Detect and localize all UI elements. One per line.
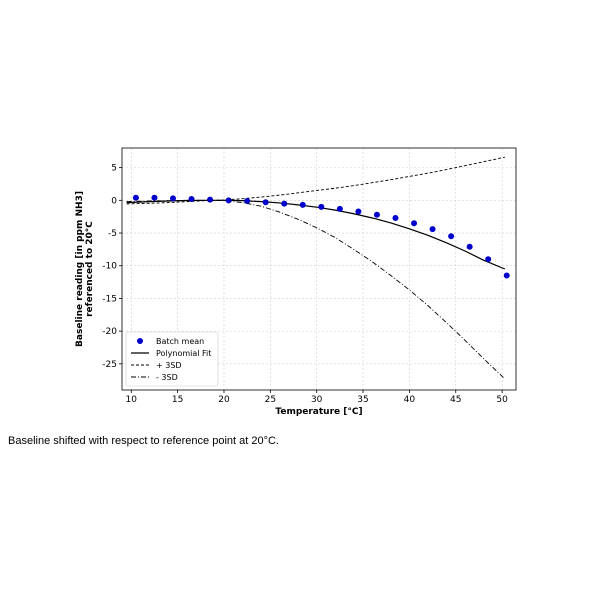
data-point — [336, 205, 343, 212]
data-point — [169, 195, 176, 202]
data-point — [132, 194, 139, 201]
data-point — [448, 233, 455, 240]
x-tick-label: 15 — [172, 395, 183, 405]
data-point — [151, 194, 158, 201]
data-point — [225, 197, 232, 204]
data-point — [355, 208, 362, 215]
legend: Batch mean Polynomial Fit + 3SD - 3SD — [125, 331, 219, 387]
series-line-2 — [126, 156, 505, 205]
figure-caption: Baseline shifted with respect to referen… — [8, 435, 279, 447]
legend-label: - 3SD — [156, 373, 178, 382]
data-point — [503, 272, 510, 279]
y-axis-title-line1: Baseline reading [in ppm NH3] — [75, 191, 85, 347]
legend-label: Batch mean — [156, 337, 204, 346]
x-tick-label: 20 — [218, 395, 230, 405]
data-point — [207, 196, 214, 203]
y-tick-label: -20 — [102, 327, 117, 337]
data-point — [262, 199, 269, 206]
data-point — [411, 220, 418, 227]
x-tick-label: 10 — [126, 395, 138, 405]
y-tick-label: 5 — [111, 164, 117, 174]
series-line-3 — [126, 199, 506, 380]
series-layer — [126, 156, 510, 380]
y-tick-label: -10 — [102, 262, 117, 272]
legend-label: + 3SD — [156, 361, 182, 370]
legend-box — [125, 331, 219, 387]
y-tick-label: 0 — [111, 196, 117, 206]
data-point — [429, 226, 436, 233]
x-tick-label: 25 — [265, 395, 276, 405]
legend-label: Polynomial Fit — [156, 349, 211, 358]
y-axis-title: Baseline reading [in ppm NH3] referenced… — [75, 191, 95, 347]
y-axis-title-line2: referenced to 20°C — [85, 221, 95, 317]
data-point — [392, 214, 399, 221]
x-tick-label: 45 — [450, 395, 461, 405]
series-line-1 — [126, 199, 506, 270]
legend-marker — [137, 338, 143, 344]
data-point — [318, 203, 325, 210]
data-point — [466, 243, 473, 250]
y-tick-label: -5 — [108, 229, 117, 239]
data-point — [188, 196, 195, 203]
data-point — [299, 201, 306, 208]
y-tick-label: -25 — [102, 360, 117, 370]
x-tick-label: 40 — [404, 395, 416, 405]
y-tick-label: -15 — [102, 294, 117, 304]
x-tick-label: 50 — [496, 395, 508, 405]
data-point — [281, 200, 288, 207]
plot-frame — [121, 147, 517, 391]
x-tick-label: 30 — [311, 395, 323, 405]
data-point — [244, 197, 251, 204]
x-axis-title: Temperature [°C] — [275, 407, 362, 417]
data-point — [485, 256, 492, 263]
data-point — [373, 211, 380, 218]
x-tick-label: 35 — [357, 395, 368, 405]
